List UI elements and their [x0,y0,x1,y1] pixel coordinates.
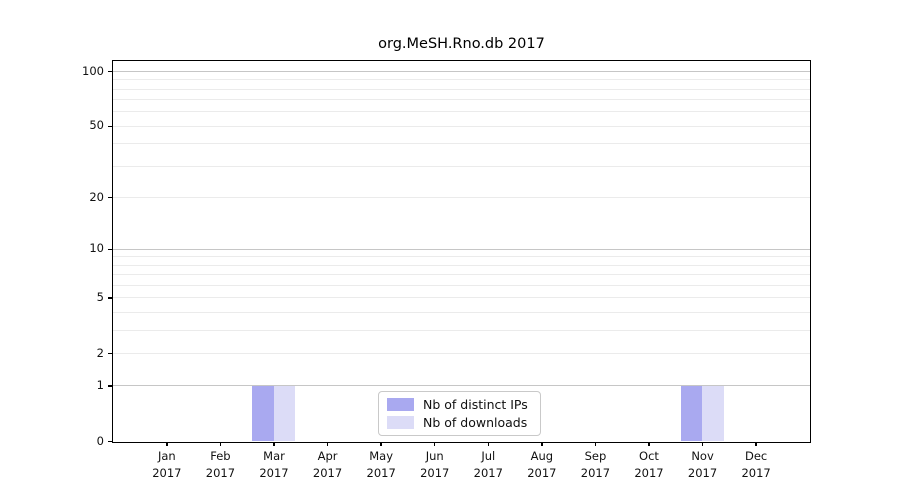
x-tick-label-month: Jan [157,449,176,463]
gridline-y-10 [113,248,810,250]
y-tick-label-0: 0 [96,433,104,448]
x-tick-label-year: 2017 [420,465,450,480]
legend-label-distinct-ips: Nb of distinct IPs [423,397,528,412]
legend-entry-downloads: Nb of downloads [387,415,528,430]
x-tick-label-nov-2017: Nov 2017 [668,448,738,481]
x-tick-label-year: 2017 [527,465,557,480]
x-axis-tick-jan-2017 [166,441,168,447]
gridline-y-40 [113,143,810,145]
gridline-y-80 [113,88,810,90]
x-tick-label-jul-2017: Jul 2017 [453,448,523,481]
y-axis-tick-2 [107,352,112,355]
x-tick-label-year: 2017 [312,465,343,480]
x-axis-tick-feb-2017 [219,441,222,447]
x-tick-label-jun-2017: Jun 2017 [400,448,470,481]
x-tick-label-month: Dec [744,449,768,463]
y-axis-tick-0 [107,441,112,443]
x-axis-tick-may-2017 [380,441,382,447]
y-tick-label-2: 2 [96,345,104,360]
legend-swatch-downloads-icon [387,416,414,429]
x-tick-label-year: 2017 [259,465,289,480]
gridline-y-3 [113,329,810,331]
x-axis-tick-oct-2017 [648,441,650,447]
x-tick-label-month: Nov [691,449,714,463]
x-tick-label-month: Oct [639,449,659,463]
legend: Nb of distinct IPs Nb of downloads [378,391,541,436]
gridline-y-70 [113,99,810,101]
bar-nb-of-distinct-ips-mar-2017 [252,385,274,442]
y-tick-label-100: 100 [82,63,104,78]
x-tick-label-apr-2017: Apr 2017 [293,448,363,481]
x-tick-label-mar-2017: Mar 2017 [239,448,309,481]
bar-nb-of-downloads-nov-2017 [702,385,724,442]
x-tick-label-sep-2017: Sep 2017 [560,448,630,481]
y-axis-tick-1 [107,385,112,387]
bar-nb-of-downloads-mar-2017 [273,385,296,442]
x-tick-label-month: Feb [210,449,231,463]
x-tick-label-month: Mar [263,449,285,463]
x-tick-label-year: 2017 [473,465,503,480]
x-tick-label-month: Jul [481,449,496,463]
y-axis-tick-50 [107,125,112,128]
y-axis-tick-10 [107,248,112,251]
gridline-y-9 [113,256,810,258]
gridline-y-60 [113,111,810,113]
x-tick-label-month: Sep [584,449,607,463]
legend-entry-distinct-ips: Nb of distinct IPs [387,397,528,412]
y-axis-tick-100 [107,71,112,73]
y-axis-tick-20 [107,196,112,199]
legend-label-downloads: Nb of downloads [423,415,528,430]
x-axis-tick-jun-2017 [434,441,436,447]
bar-nb-of-distinct-ips-nov-2017 [680,385,703,442]
gridline-y-4 [113,311,810,313]
x-tick-label-year: 2017 [205,465,236,480]
x-tick-label-year: 2017 [366,465,396,480]
x-tick-label-oct-2017: Oct 2017 [614,448,684,481]
plot-area: Nb of distinct IPs Nb of downloads [112,60,811,443]
x-tick-label-dec-2017: Dec 2017 [721,448,791,481]
gridline-y-8 [113,264,810,266]
x-tick-label-aug-2017: Aug 2017 [507,448,577,481]
x-axis-tick-apr-2017 [326,441,329,447]
legend-swatch-distinct-ips-icon [387,398,414,411]
x-tick-label-month: Apr [317,449,338,463]
x-tick-label-month: Aug [530,449,554,463]
y-tick-label-50: 50 [89,118,104,133]
x-tick-label-may-2017: May 2017 [346,448,416,481]
x-tick-label-year: 2017 [152,465,182,480]
x-tick-label-year: 2017 [741,465,771,480]
chart-title: org.MeSH.Rno.db 2017 [378,36,545,52]
gridline-y-50 [113,125,810,127]
x-axis-tick-jul-2017 [487,441,489,447]
y-tick-label-10: 10 [89,241,104,256]
x-axis-tick-nov-2017 [701,441,704,447]
x-tick-label-year: 2017 [634,465,664,480]
y-axis-tick-5 [107,297,112,299]
x-axis-tick-mar-2017 [273,441,275,447]
gridline-y-90 [113,79,810,81]
gridline-y-2 [113,352,810,354]
x-tick-label-feb-2017: Feb 2017 [185,448,255,481]
gridline-y-5 [113,297,810,299]
x-axis-tick-dec-2017 [755,441,757,447]
x-axis-tick-sep-2017 [594,441,597,447]
x-tick-label-year: 2017 [580,465,611,480]
x-axis-tick-aug-2017 [541,441,543,447]
gridline-y-7 [113,274,810,276]
gridline-y-6 [113,284,810,286]
gridline-y-20 [113,196,810,198]
y-tick-label-20: 20 [89,189,104,204]
x-tick-label-jan-2017: Jan 2017 [132,448,202,481]
x-tick-label-year: 2017 [687,465,718,480]
y-tick-label-5: 5 [96,290,104,305]
gridline-y-100 [113,70,810,72]
y-tick-label-1: 1 [96,378,104,393]
x-tick-label-month: May [369,449,394,463]
gridline-y-1 [113,385,810,387]
x-tick-label-month: Jun [425,449,444,463]
gridline-y-30 [113,165,810,167]
